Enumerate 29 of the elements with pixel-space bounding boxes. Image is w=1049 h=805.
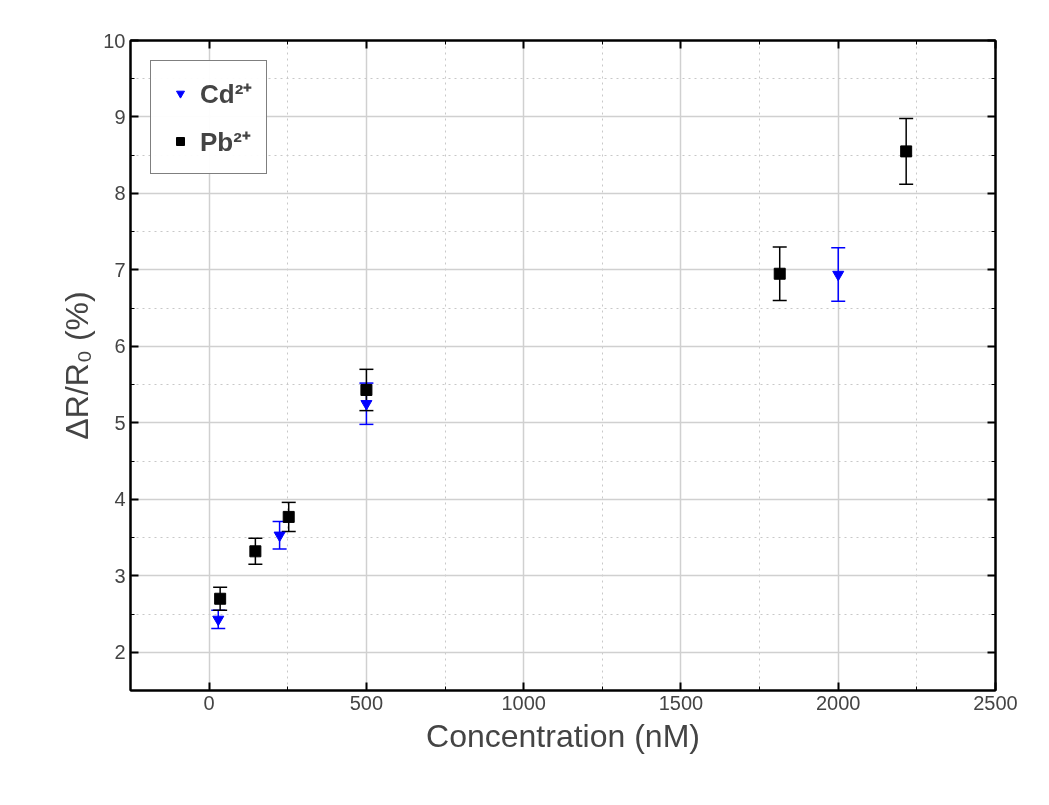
y-tick-label: 9: [114, 105, 126, 128]
point: [900, 145, 913, 158]
y-tick-label: 4: [114, 488, 126, 511]
point: [282, 510, 295, 523]
legend-label: Cd²⁺: [200, 78, 253, 111]
point: [360, 400, 373, 411]
point: [212, 615, 225, 627]
x-tick-label: 2000: [815, 691, 861, 714]
x-axis-title: Concentration (nM): [426, 717, 700, 754]
y-tick-label: 5: [114, 411, 126, 434]
point: [832, 270, 845, 282]
y-tick-label: 2: [114, 641, 126, 664]
y-axis-title: ΔR/R₀ (%): [59, 291, 96, 440]
point: [214, 592, 227, 605]
x-tick-label: 0: [203, 691, 215, 714]
point: [249, 545, 262, 558]
legend-label: Pb²⁺: [200, 126, 251, 159]
point: [360, 383, 373, 396]
y-tick-label: 8: [114, 182, 126, 205]
y-tick-label: 10: [103, 29, 126, 52]
y-tick-label: 7: [114, 258, 126, 281]
x-tick-label: 1500: [658, 691, 704, 714]
x-tick-label: 500: [349, 691, 384, 714]
point: [773, 267, 786, 280]
y-tick-label: 3: [114, 564, 126, 587]
x-tick-label: 2500: [973, 691, 1018, 714]
point: [273, 531, 286, 543]
y-tick-label: 6: [114, 335, 126, 358]
x-tick-label: 1000: [501, 691, 546, 714]
